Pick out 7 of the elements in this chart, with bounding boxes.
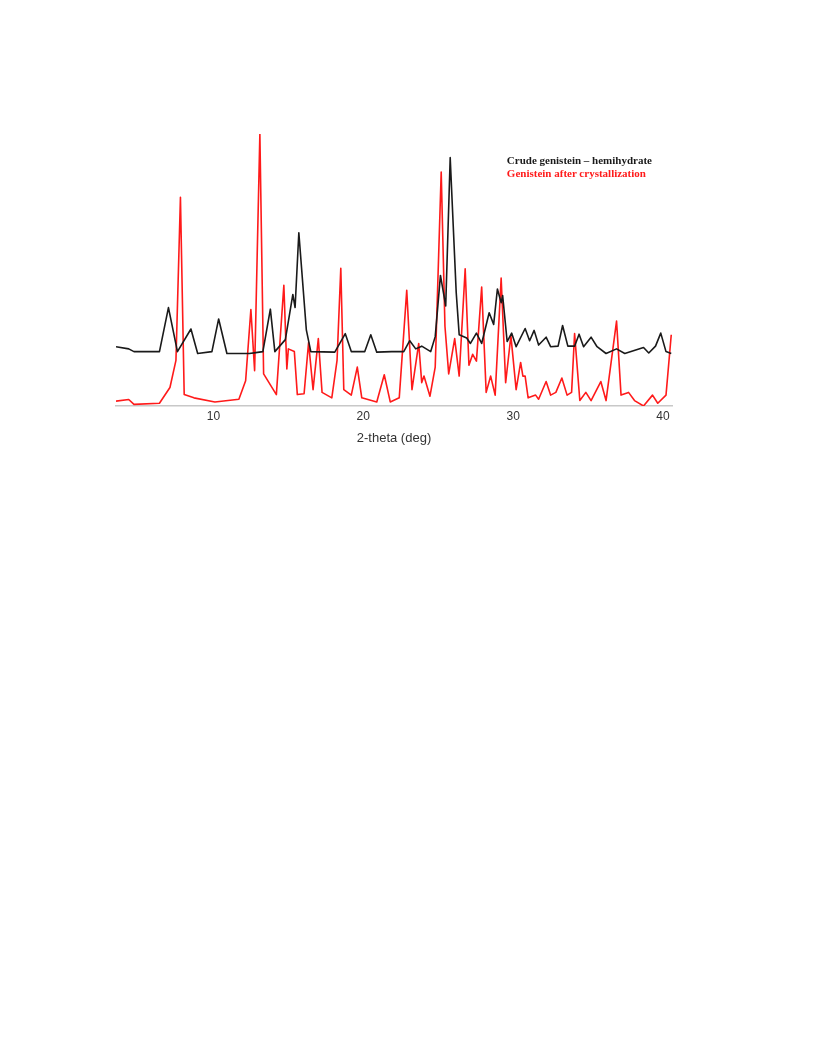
x-tick-label: 40	[656, 408, 670, 423]
text: Genistein after crystallization	[506, 167, 647, 180]
x-tick-label: 20	[356, 408, 371, 423]
x-tick-label: 30	[506, 408, 521, 423]
text: Crude genistein – hemihydrate	[506, 154, 652, 167]
x-axis-title: 2-theta (deg)	[356, 429, 432, 445]
x-tick-label: 10	[206, 408, 221, 423]
